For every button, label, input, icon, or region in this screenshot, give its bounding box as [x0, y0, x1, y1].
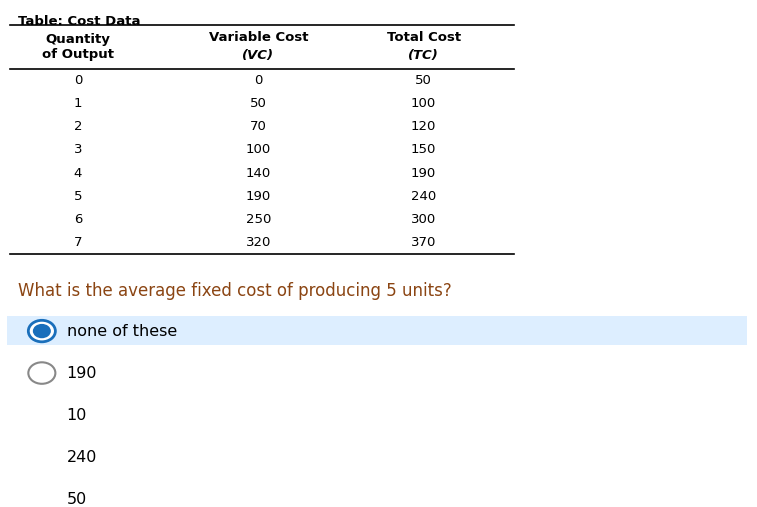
Text: (TC): (TC): [408, 49, 439, 62]
Text: Total Cost: Total Cost: [387, 31, 461, 45]
Text: Variable Cost: Variable Cost: [208, 31, 308, 45]
Text: none of these: none of these: [67, 323, 177, 339]
Text: 150: 150: [411, 143, 436, 157]
Text: 190: 190: [245, 190, 271, 203]
Text: Table: Cost Data: Table: Cost Data: [18, 15, 140, 28]
FancyBboxPatch shape: [7, 316, 746, 345]
Text: (VC): (VC): [242, 49, 274, 62]
Text: 4: 4: [73, 167, 82, 179]
Text: 100: 100: [245, 143, 271, 157]
Ellipse shape: [28, 320, 55, 342]
Text: 300: 300: [411, 213, 436, 226]
Text: 0: 0: [254, 74, 263, 87]
Text: 6: 6: [73, 213, 82, 226]
Text: 1: 1: [73, 97, 83, 110]
Ellipse shape: [28, 488, 55, 507]
Text: 100: 100: [411, 97, 436, 110]
Text: 70: 70: [250, 120, 266, 133]
Text: 370: 370: [411, 236, 436, 249]
Text: 50: 50: [67, 491, 87, 506]
Ellipse shape: [28, 404, 55, 426]
Text: 240: 240: [67, 450, 97, 464]
Text: 240: 240: [411, 190, 436, 203]
Text: 7: 7: [73, 236, 83, 249]
Text: 120: 120: [411, 120, 436, 133]
Text: 5: 5: [73, 190, 83, 203]
Text: 140: 140: [245, 167, 271, 179]
Text: 50: 50: [250, 97, 266, 110]
Text: 0: 0: [73, 74, 82, 87]
Text: 250: 250: [245, 213, 271, 226]
Ellipse shape: [33, 324, 51, 338]
Text: 10: 10: [67, 408, 87, 422]
Text: 50: 50: [415, 74, 432, 87]
Text: What is the average fixed cost of producing 5 units?: What is the average fixed cost of produc…: [18, 282, 452, 300]
Ellipse shape: [28, 446, 55, 468]
Text: 320: 320: [245, 236, 271, 249]
Text: Quantity
of Output: Quantity of Output: [42, 33, 114, 61]
Text: 190: 190: [67, 366, 97, 381]
Text: 190: 190: [411, 167, 436, 179]
Text: 3: 3: [73, 143, 83, 157]
Text: 2: 2: [73, 120, 83, 133]
Ellipse shape: [28, 363, 55, 384]
